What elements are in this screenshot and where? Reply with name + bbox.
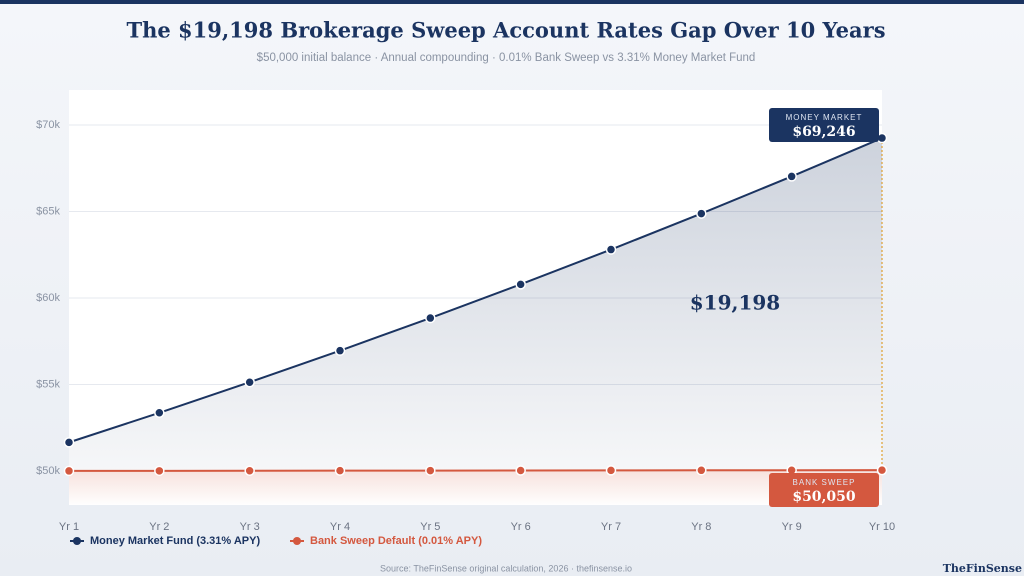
series-line <box>68 469 883 472</box>
end-tag-box <box>769 473 879 507</box>
y-tick-label: $60k <box>36 292 60 304</box>
point <box>63 465 75 477</box>
end-tag: MONEY MARKET <box>786 113 863 122</box>
point <box>515 279 526 290</box>
x-tick-label: Yr 8 <box>691 521 711 533</box>
legend-label: Money Market Fund (3.31% APY) <box>90 535 260 547</box>
point <box>334 465 346 476</box>
gap-area <box>69 138 882 471</box>
y-tick-label: $55k <box>36 378 60 390</box>
point <box>63 437 75 448</box>
point <box>696 208 707 219</box>
legend-label: Bank Sweep Default (0.01% APY) <box>310 535 482 547</box>
x-tick-label: Yr 10 <box>869 521 895 533</box>
legend-swatch <box>293 537 301 545</box>
x-tick-label: Yr 7 <box>601 521 621 533</box>
brand: TheFinSense <box>943 562 1022 575</box>
end-tag-box <box>769 108 879 142</box>
y-tick-label: $50k <box>36 465 60 477</box>
x-tick-label: Yr 3 <box>240 521 260 533</box>
source: Source: TheFinSense original calculation… <box>380 563 632 573</box>
point <box>154 407 165 419</box>
chart-subtitle: $50,000 initial balance · Annual compoun… <box>257 52 756 64</box>
legend-swatch <box>73 537 81 545</box>
point <box>605 465 617 476</box>
top-bar <box>0 0 1024 4</box>
y-tick-label: $70k <box>36 119 60 131</box>
x-tick-label: Yr 6 <box>511 521 531 533</box>
point <box>334 345 346 356</box>
x-tick-label: Yr 1 <box>59 521 79 533</box>
point <box>425 465 436 476</box>
point <box>515 465 526 476</box>
point <box>876 464 888 476</box>
point <box>154 465 165 477</box>
series-line <box>68 137 883 444</box>
gap-label: $19,198 <box>690 291 780 315</box>
x-tick-label: Yr 4 <box>330 521 350 533</box>
x-tick-label: Yr 5 <box>420 521 440 533</box>
point <box>786 171 797 182</box>
point <box>696 465 707 476</box>
end-label: $50,050 <box>792 489 856 505</box>
chart-title: The $19,198 Brokerage Sweep Account Rate… <box>126 18 885 43</box>
end-label: $69,246 <box>792 124 855 140</box>
point <box>605 244 617 255</box>
x-tick-label: Yr 9 <box>782 521 802 533</box>
x-tick-label: Yr 2 <box>149 521 169 533</box>
point <box>244 465 255 476</box>
y-tick-label: $65k <box>36 205 60 217</box>
end-tag: BANK SWEEP <box>793 478 856 487</box>
sweep-area <box>69 470 882 506</box>
point <box>244 376 255 388</box>
point <box>425 312 436 324</box>
